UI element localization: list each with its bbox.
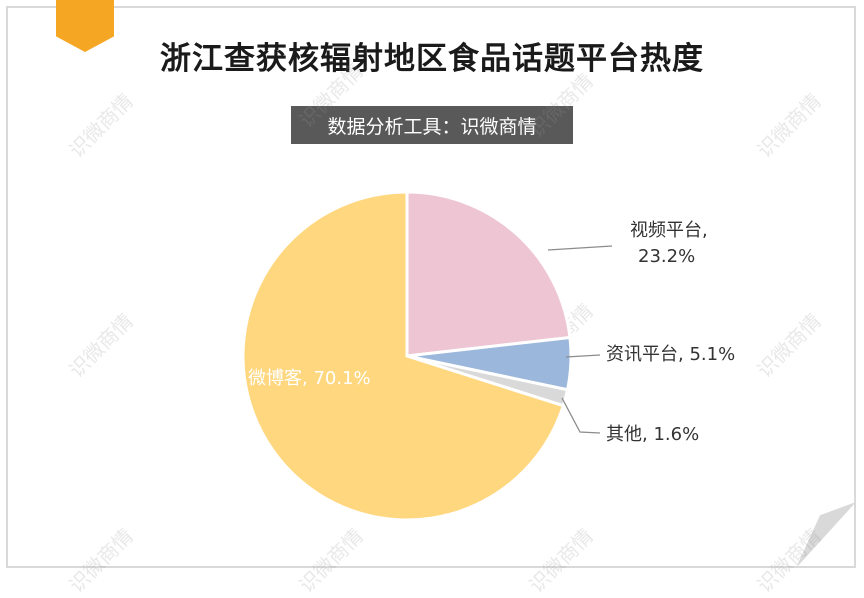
slice-label: 微博客, 70.1%	[248, 368, 371, 389]
slice-label: 视频平台,	[630, 220, 708, 241]
leader-line	[565, 354, 601, 358]
slice-label: 资讯平台, 5.1%	[606, 344, 735, 365]
leader-line	[547, 245, 613, 251]
slice-label: 其他, 1.6%	[606, 424, 699, 445]
chart-frame	[6, 6, 856, 568]
pie-slice-1	[405, 190, 572, 358]
chart-subtitle: 数据分析工具：识微商情	[291, 106, 573, 144]
slice-label-value: 23.2%	[638, 246, 695, 267]
pie-slice-4	[241, 190, 566, 522]
pie-chart: 视频平台, 23.2% 资讯平台, 5.1% 其他, 1.6% 微博客, 70.1%	[241, 190, 735, 522]
chart-title: 浙江查获核辐射地区食品话题平台热度	[160, 41, 704, 77]
leader-line	[561, 397, 601, 434]
